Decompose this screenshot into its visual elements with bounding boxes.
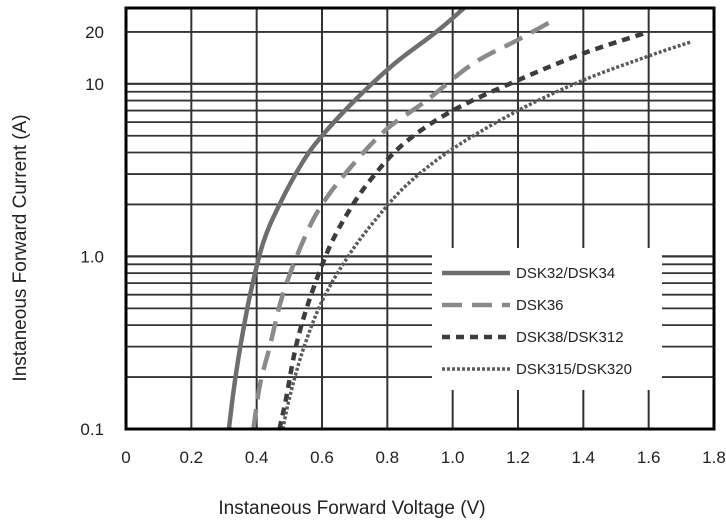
y-tick-label-0: 0.1 [80,420,104,439]
legend-label-dsk315-dsk320: DSK315/DSK320 [516,361,632,378]
legend-label-dsk32-dsk34: DSK32/DSK34 [516,265,615,282]
x-tick-label-5: 1.0 [441,448,465,467]
x-tick-label-8: 1.6 [637,448,661,467]
x-tick-label-2: 0.4 [245,448,269,467]
x-tick-label-9: 1.8 [702,448,726,467]
x-tick-labels: 0 0.2 0.4 0.6 0.8 1.0 1.2 1.4 1.6 1.8 [121,448,726,467]
series-layer [226,8,692,429]
legend-label-dsk36: DSK36 [516,297,564,314]
y-tick-label-2: 10 [85,75,104,94]
x-tick-label-6: 1.2 [506,448,530,467]
y-tick-label-3: 20 [85,23,104,42]
x-tick-label-7: 1.4 [572,448,596,467]
x-axis-label: Instaneous Forward Voltage (V) [218,498,485,519]
y-tick-labels: 0.1 1.0 10 20 [80,23,104,439]
plot-frame [124,6,716,431]
x-tick-label-0: 0 [121,448,130,467]
x-tick-label-3: 0.6 [310,448,334,467]
legend: DSK32/DSK34 DSK36 DSK38/DSK312 DSK315/DSK32… [432,248,662,390]
legend-label-dsk38-dsk312: DSK38/DSK312 [516,329,624,346]
y-tick-label-1: 1.0 [80,247,104,266]
y-axis-label: Instaneous Forward Current (A) [10,114,31,381]
series-line-dsk32-dsk34 [226,8,468,429]
x-tick-label-1: 0.2 [180,448,204,467]
series-line-dsk38-dsk312 [277,29,650,429]
x-tick-label-4: 0.8 [376,448,400,467]
series-line-dsk315-dsk320 [281,40,692,429]
